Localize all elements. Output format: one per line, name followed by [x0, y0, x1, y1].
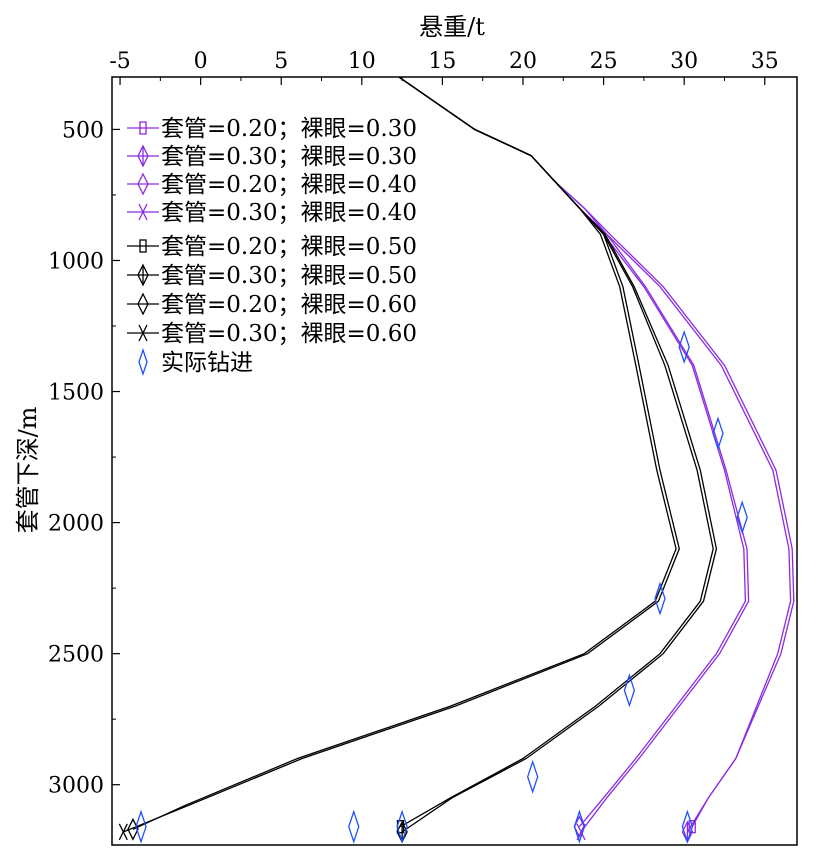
x-tick-label: 0	[194, 49, 208, 74]
legend-item: 套管=0.20；裸眼=0.30	[127, 116, 417, 142]
legend-item: 套管=0.30；裸眼=0.30	[127, 144, 417, 170]
legend-label: 套管=0.20；裸眼=0.50	[161, 234, 417, 260]
scatter-point	[736, 500, 748, 535]
y-tick-label: 3000	[48, 774, 104, 799]
legend-label: 实际钻进	[161, 350, 253, 376]
scatter-point	[135, 809, 147, 844]
scatter-point	[623, 673, 636, 708]
legend-label: 套管=0.30；裸眼=0.40	[161, 200, 417, 226]
scatter-point	[678, 329, 690, 365]
x-tick-label: 5	[274, 49, 288, 74]
y-tick-label: 2500	[48, 643, 104, 668]
legend-item: 套管=0.20；裸眼=0.60	[127, 292, 417, 318]
legend-label: 套管=0.30；裸眼=0.50	[161, 263, 417, 289]
scatter-point	[712, 416, 724, 451]
legend-marker	[139, 121, 147, 135]
plot-frame	[111, 76, 798, 846]
y-axis: 500 1000 1500 2000 2500 3000	[48, 118, 120, 799]
x-tick-label: -5	[109, 49, 130, 74]
legend-item: 套管=0.30；裸眼=0.50	[127, 263, 417, 289]
scatter-point	[654, 581, 666, 616]
y-axis-title: 套管下深/m	[14, 406, 42, 533]
scatter-layer	[135, 329, 748, 844]
legend-label: 套管=0.20；裸眼=0.30	[161, 116, 417, 142]
y-tick-label: 500	[62, 118, 104, 143]
scatter-point	[681, 809, 694, 844]
x-tick-label: 25	[590, 49, 618, 74]
series-line	[398, 76, 718, 833]
scatter-point	[348, 809, 360, 844]
series-6	[396, 76, 718, 844]
legend-item: 实际钻进	[138, 347, 253, 377]
x-tick-label: 10	[348, 49, 376, 74]
series-line	[398, 76, 714, 828]
x-tick-label: 20	[509, 49, 537, 74]
series-line	[398, 76, 795, 833]
scatter-point	[396, 809, 408, 844]
y-tick-label: 2000	[48, 512, 104, 537]
series-8	[118, 76, 680, 841]
scatter-point	[573, 809, 586, 844]
legend-marker	[137, 292, 149, 316]
y-tick-label: 1500	[48, 381, 104, 406]
legend-marker	[138, 347, 148, 377]
legend-item: 套管=0.30；裸眼=0.60	[127, 321, 417, 347]
series-1	[398, 76, 792, 834]
legend-marker	[139, 239, 147, 253]
legend-label: 套管=0.30；裸眼=0.60	[161, 321, 417, 347]
legend-item: 套管=0.20；裸眼=0.50	[127, 234, 417, 260]
series-end-marker	[118, 823, 128, 841]
legend-marker	[138, 203, 148, 221]
y-tick-label: 1000	[48, 249, 104, 274]
legend-label: 套管=0.20；裸眼=0.40	[161, 172, 417, 198]
series-line	[398, 76, 792, 828]
x-axis: -5 0 5 10 15 20 25 30 35	[109, 49, 779, 85]
scatter-point	[526, 759, 539, 794]
series-line	[398, 76, 747, 828]
series-line	[123, 76, 680, 833]
legend-marker	[138, 324, 148, 342]
legend-label: 套管=0.20；裸眼=0.60	[161, 292, 417, 318]
legend-marker	[137, 263, 149, 287]
x-tick-label: 35	[751, 49, 779, 74]
x-tick-label: 30	[670, 49, 698, 74]
legend-item: 套管=0.30；裸眼=0.40	[127, 200, 417, 226]
legend-item: 套管=0.20；裸眼=0.40	[127, 172, 417, 198]
x-tick-label: 15	[428, 49, 456, 74]
legend-marker	[137, 144, 149, 168]
legend-marker	[137, 172, 149, 196]
legend: 套管=0.20；裸眼=0.30套管=0.30；裸眼=0.30套管=0.20；裸眼…	[127, 116, 417, 377]
series-layer	[118, 76, 795, 844]
legend-label: 套管=0.30；裸眼=0.30	[161, 144, 417, 170]
series-2	[398, 76, 795, 844]
x-axis-title: 悬重/t	[419, 13, 485, 41]
